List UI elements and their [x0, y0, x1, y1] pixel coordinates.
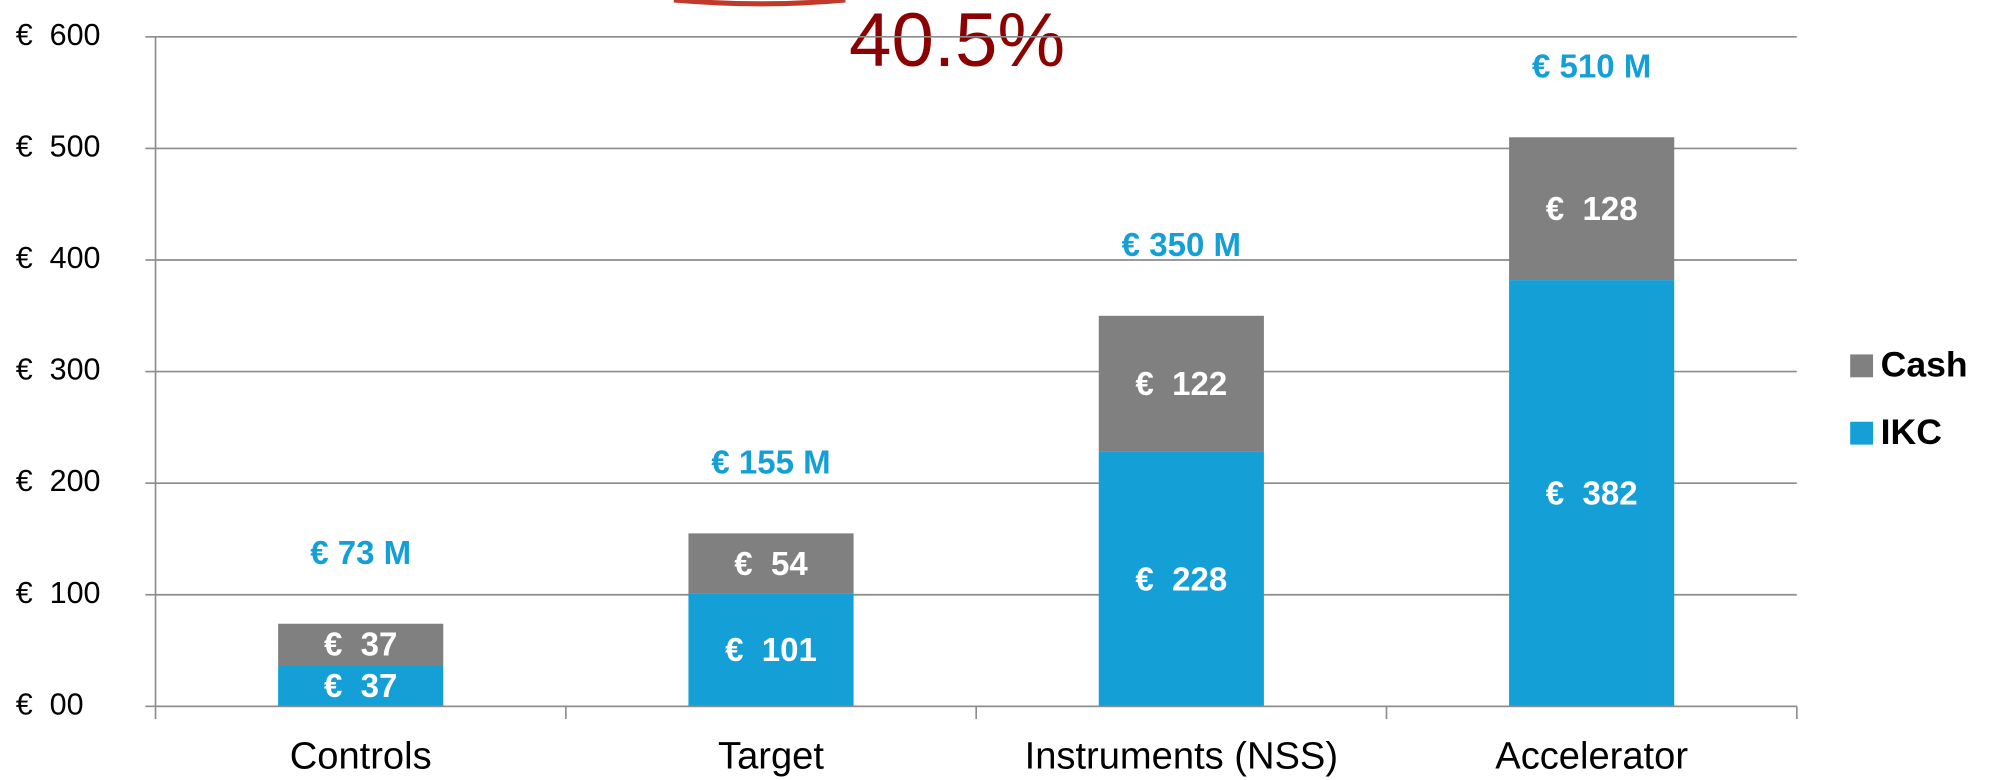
value-label: € 37: [324, 626, 397, 663]
highlight-ellipse: [673, 0, 846, 7]
value-label: € 54: [734, 545, 808, 582]
total-label: € 155 M: [711, 443, 830, 480]
legend-label: IKC: [1881, 412, 1942, 452]
value-label: € 128: [1546, 190, 1638, 227]
value-label: € 37: [324, 667, 397, 704]
y-tick-label: € 200: [16, 464, 101, 498]
y-tick-label: € 00: [16, 687, 84, 721]
bar-segment: [1098, 315, 1264, 452]
y-tick-label: € 300: [16, 353, 101, 387]
bar-segment: [1098, 451, 1264, 707]
legend-swatch: [1850, 421, 1874, 445]
bar-segment: [688, 533, 854, 594]
y-tick-label: € 400: [16, 241, 101, 275]
y-tick-label: € 100: [16, 576, 101, 610]
value-label: € 228: [1135, 560, 1227, 597]
total-label: € 350 M: [1122, 226, 1241, 263]
bar-segment: [688, 593, 854, 707]
value-label: € 101: [725, 631, 817, 668]
x-tick-label: Instruments (NSS): [1025, 735, 1338, 777]
legend-swatch: [1850, 354, 1874, 378]
total-label: € 73 M: [310, 534, 411, 571]
total-label: € 510 M: [1532, 47, 1651, 84]
bar-segment: [278, 665, 444, 707]
legend-label: Cash: [1881, 345, 1968, 385]
x-tick-label: Target: [718, 735, 824, 777]
x-tick-label: Controls: [290, 735, 432, 777]
y-tick-label: € 500: [16, 129, 101, 163]
value-label: € 122: [1135, 365, 1227, 402]
value-label: € 382: [1546, 474, 1638, 511]
y-tick-label: € 600: [16, 18, 101, 52]
annotation: 40.5%: [849, 0, 1065, 83]
bar-segment: [1509, 280, 1675, 707]
bar-segment: [1509, 137, 1675, 281]
bar-segment: [278, 623, 444, 666]
x-tick-label: Accelerator: [1495, 735, 1688, 777]
